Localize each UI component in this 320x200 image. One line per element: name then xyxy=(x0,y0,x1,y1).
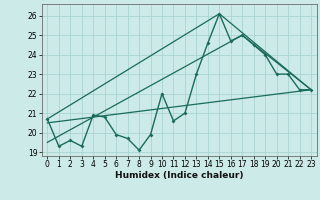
X-axis label: Humidex (Indice chaleur): Humidex (Indice chaleur) xyxy=(115,171,244,180)
